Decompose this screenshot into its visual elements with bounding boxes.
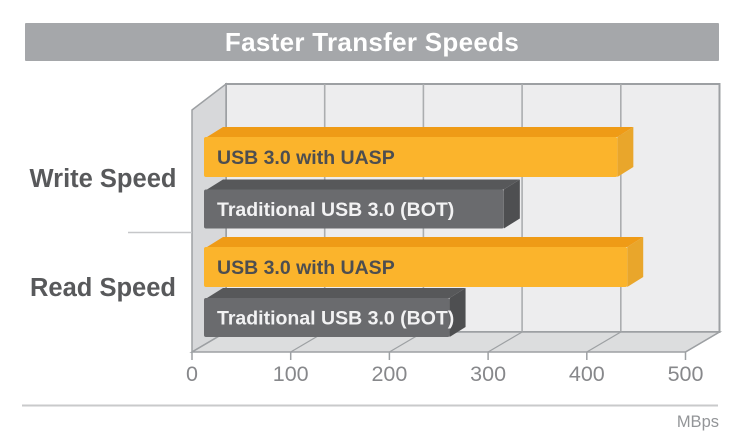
bar-write-speed-traditional-usb-3-0-bot-top bbox=[207, 179, 520, 190]
bar-read-speed-usb-3-0-with-uasp-side bbox=[627, 237, 644, 287]
tick-label-500: 500 bbox=[668, 362, 704, 386]
bar-read-speed-usb-3-0-with-uasp-label: USB 3.0 with UASP bbox=[217, 257, 395, 279]
bar-read-speed-usb-3-0-with-uasp-face bbox=[204, 247, 628, 287]
tick-label-200: 200 bbox=[371, 362, 407, 386]
bar-write-speed-usb-3-0-with-uasp-side bbox=[617, 127, 634, 177]
chart-title: Faster Transfer Speeds bbox=[224, 26, 520, 57]
bar-read-speed-traditional-usb-3-0-bot: Traditional USB 3.0 (BOT) bbox=[204, 288, 466, 337]
tick-label-400: 400 bbox=[569, 362, 605, 386]
bar-write-speed-traditional-usb-3-0-bot-side bbox=[503, 179, 520, 229]
floor-connector-300 bbox=[487, 331, 523, 353]
tick-label-100: 100 bbox=[273, 362, 309, 386]
tick-label-0: 0 bbox=[186, 362, 198, 386]
bar-write-speed-traditional-usb-3-0-bot-label: Traditional USB 3.0 (BOT) bbox=[217, 199, 454, 221]
floor-connector-400 bbox=[586, 331, 622, 353]
bar-read-speed-usb-3-0-with-uasp: USB 3.0 with UASP bbox=[204, 237, 644, 287]
bar-read-speed-traditional-usb-3-0-bot-face bbox=[204, 298, 450, 337]
bar-write-speed-usb-3-0-with-uasp-top bbox=[207, 127, 634, 137]
bar-write-speed-usb-3-0-with-uasp-label: USB 3.0 with UASP bbox=[217, 147, 395, 169]
category-label-read-speed: Read Speed bbox=[30, 274, 176, 302]
bar-write-speed-usb-3-0-with-uasp: USB 3.0 with UASP bbox=[204, 127, 634, 177]
floor-connector-500 bbox=[685, 331, 720, 353]
bar-read-speed-traditional-usb-3-0-bot-top bbox=[207, 288, 466, 298]
bar-write-speed-usb-3-0-with-uasp-face bbox=[204, 137, 618, 177]
bar-write-speed-traditional-usb-3-0-bot-face bbox=[204, 189, 504, 229]
bar-read-speed-traditional-usb-3-0-bot-label: Traditional USB 3.0 (BOT) bbox=[217, 308, 454, 330]
title-bar: Faster Transfer Speeds bbox=[25, 23, 719, 61]
tick-label-300: 300 bbox=[470, 362, 506, 386]
bar-read-speed-usb-3-0-with-uasp-top bbox=[207, 237, 644, 247]
bar-read-speed-traditional-usb-3-0-bot-side bbox=[449, 288, 466, 337]
unit-label: MBps bbox=[677, 413, 719, 431]
category-label-write-speed: Write Speed bbox=[30, 165, 177, 193]
bar-write-speed-traditional-usb-3-0-bot: Traditional USB 3.0 (BOT) bbox=[204, 179, 520, 229]
